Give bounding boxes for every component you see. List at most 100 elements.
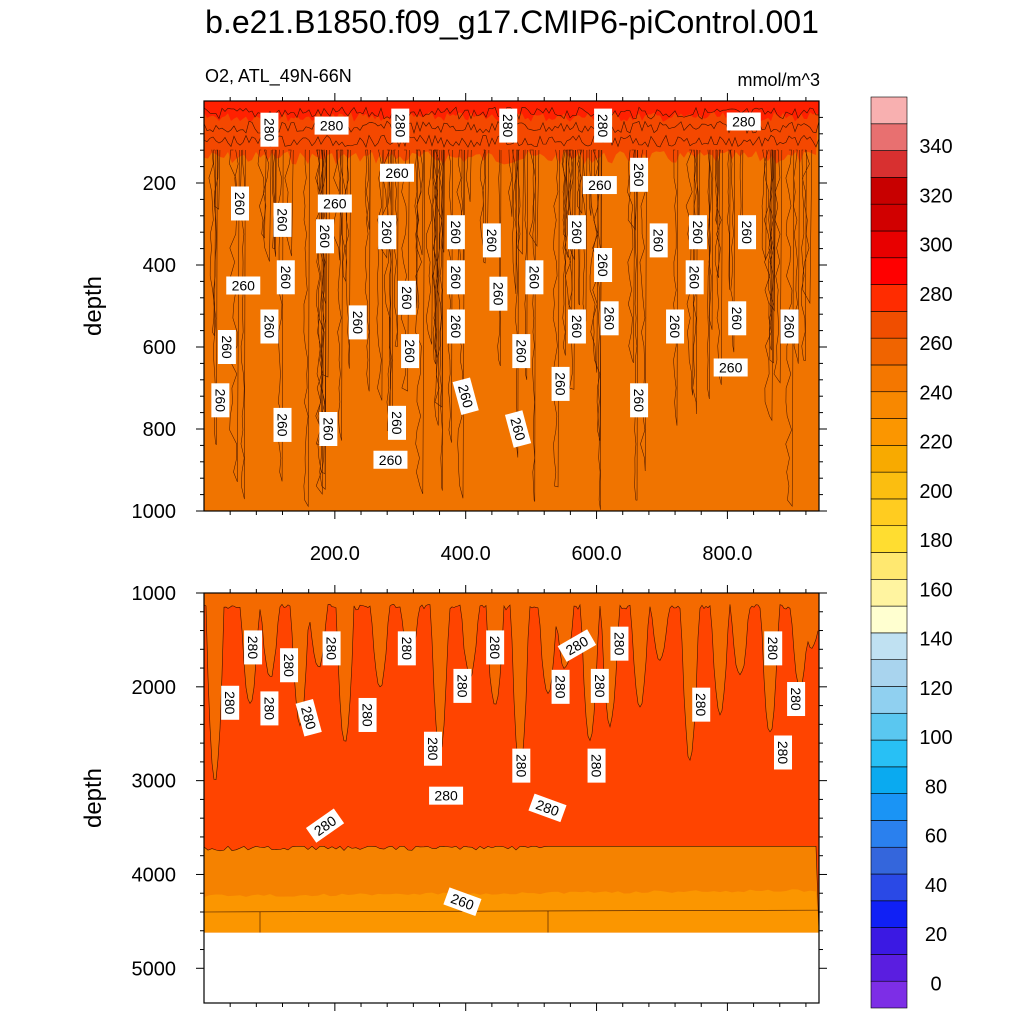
contour-label-text: 280 [788,687,804,711]
lower-ylabel: depth [80,768,107,828]
colorbar-label: 60 [925,826,947,848]
variable-label: O2, ATL_49N-66N [205,66,352,86]
contour-label-box [594,248,613,282]
contour-label-text: 280 [261,697,277,721]
contour-label: 260 [317,194,352,213]
contour-label-text: 280 [732,114,756,130]
contour-line [400,149,410,392]
contour-label: 260 [276,260,295,295]
contour-label-box [314,116,349,135]
contour-label-text: 280 [589,754,605,778]
contour-label: 260 [273,407,292,442]
contour-label: 280 [397,631,416,666]
contour-label-box [446,260,465,295]
y-tick-label: 5000 [132,958,177,980]
colorbar-label: 340 [919,136,952,158]
contour-label: 260 [489,276,508,311]
contour-line [204,106,819,121]
contour-line [529,149,540,248]
contour-label-box [512,334,531,369]
contour-label-box [482,223,501,258]
contour-label: 260 [600,301,619,336]
y-tick-label: 3000 [132,771,177,793]
contour-label: 260 [373,450,408,469]
contour-label-box [378,215,397,250]
contour-line [773,149,783,384]
contour-line [414,149,418,309]
contour-line [627,149,636,364]
contour-line [577,149,584,215]
contour-label-box [373,450,408,469]
contour-line [466,149,472,202]
x-tick-label: 600.0 [572,543,622,565]
contour-label-box [600,301,619,336]
contour-label-text: 280 [487,636,503,660]
colorbar-swatch [870,739,908,768]
contour-line [793,149,800,364]
contour-label: 260 [226,276,261,295]
contour-label-box [446,215,465,250]
contour-label: 260 [504,410,532,448]
contour-label-box [397,631,416,666]
contour-label-box [443,887,482,916]
contour-label-text: 260 [448,266,464,290]
colorbar-swatch [870,659,908,687]
contour-label-box [295,699,322,737]
contour-line [433,149,439,359]
contour-label: 260 [348,305,367,340]
contour-label-box [348,305,367,340]
contour-label-text: 260 [455,383,477,410]
contour-label: 260 [567,309,586,344]
colorbar-swatch [870,980,908,1009]
y-tick-label: 400 [143,255,176,277]
contour-label-box [446,309,465,344]
y-tick-label: 1000 [132,583,177,605]
contour-label-box [453,668,472,703]
colorbar-swatch [870,873,908,902]
upper-panel: 200 400 600 800 1000 200.0 400.0 600.0 800.0 280… [80,93,827,565]
contour-line [257,149,267,239]
colorbar-label: 100 [919,727,952,749]
contour-label-box [317,194,352,213]
contour-label: 280 [260,112,279,147]
colorbar-swatch [870,203,908,232]
colorbar-swatch [870,364,908,393]
contour-line [204,845,819,933]
colorbar-swatch [870,471,908,500]
contour-label-text: 260 [526,266,542,290]
contour-label-box [499,108,518,143]
units-label: mmol/m^3 [737,70,820,90]
contour-line [768,149,776,364]
contour-label-box [319,412,338,446]
contour-label: 280 [499,108,518,143]
contour-label-box [726,112,761,131]
y-tick-label: 800 [143,419,176,441]
colorbar-label: 160 [919,579,952,601]
contour-line [508,149,514,217]
contour-line [204,909,819,913]
contour-line [364,149,371,392]
contour-label-box [244,630,263,665]
contour-label-text: 260 [232,278,256,294]
contour-label: 260 [525,260,544,295]
contour-label: 260 [728,301,747,336]
contour-label: 280 [314,116,349,135]
contour-line [376,149,384,401]
contour-label-text: 260 [399,286,415,310]
contour-label-text: 280 [775,741,791,765]
colorbar-label: 80 [925,776,947,798]
contour-label-text: 280 [454,674,470,698]
contour-label-text: 260 [553,372,569,396]
contour-label-text: 280 [281,654,297,678]
contour-label-text: 280 [434,788,458,804]
contour-label: 260 [649,223,668,258]
contour-line [727,149,731,290]
contour-label-text: 260 [687,266,703,290]
contour-label-text: 260 [782,315,798,339]
contour-label-box [590,668,609,703]
colorbar-swatch [870,846,908,875]
contour-label: 280 [787,682,806,717]
colorbar-label: 180 [919,530,952,552]
contour-label-box [525,260,544,295]
contour-label-text: 260 [212,389,228,413]
